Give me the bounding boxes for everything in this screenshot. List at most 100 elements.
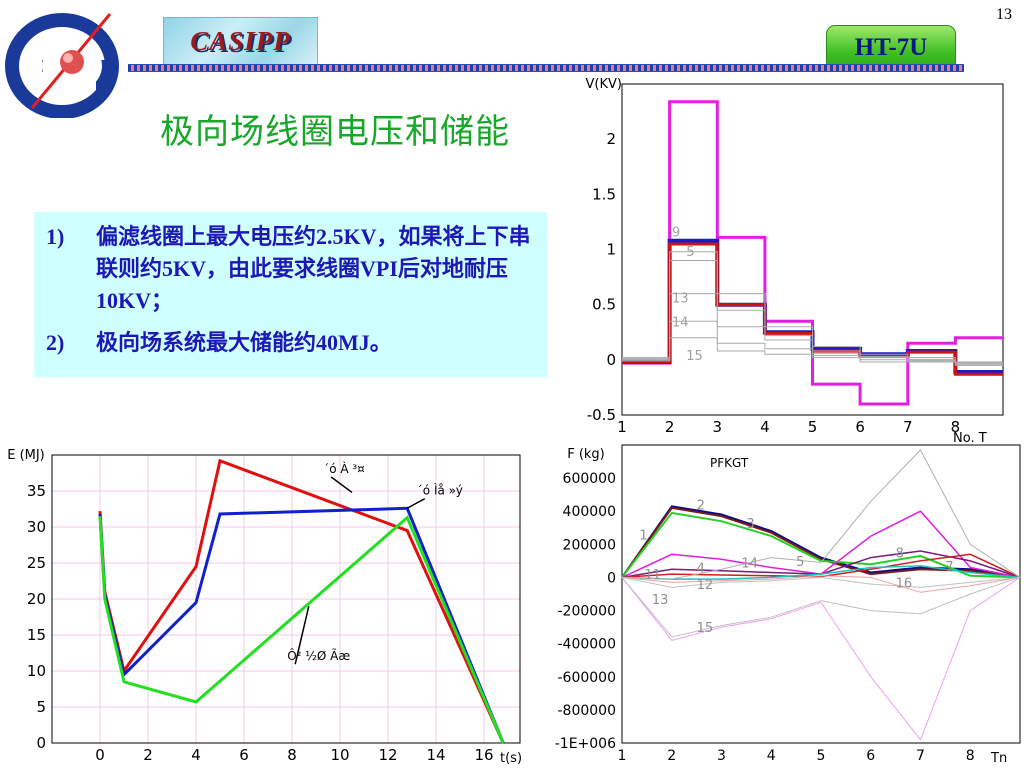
y-tick-label: -600000 [558, 670, 617, 686]
note-text: 偏滤线圈上最大电压约2.5KV，如果将上下串联则约5KV，由此要求线圈VPI后对… [96, 224, 531, 313]
y-tick-label: -200000 [558, 604, 617, 620]
y-tick-label: 2 [606, 130, 616, 148]
casipp-banner: CASIPP [163, 17, 318, 65]
x-tick-label: 8 [951, 418, 961, 436]
series-line [621, 505, 1021, 579]
notes-box: 1) 偏滤线圈上最大电压约2.5KV，如果将上下串联则约5KV，由此要求线圈VP… [34, 212, 547, 377]
annotation-label: 1 [639, 528, 647, 543]
x-tick-label: 6 [866, 748, 875, 764]
y-tick-label: 10 [27, 662, 46, 680]
x-axis-label: t(s) [500, 751, 522, 766]
annotation-leader [406, 497, 426, 509]
note-number: 1) [46, 224, 65, 249]
note-item: 2) 极向场系统最大储能约40MJ。 [46, 327, 535, 359]
series-line [622, 320, 1003, 365]
slide-title: 极向场线圈电压和储能 [160, 112, 510, 152]
series-line [98, 515, 505, 744]
casipp-label: CASIPP [190, 26, 291, 56]
header-divider [128, 64, 964, 72]
x-tick-label: 3 [717, 748, 726, 764]
x-tick-label: 5 [808, 418, 818, 436]
force-chart: 600000 400000 200000 0 -200000 -400000 -600000… [555, 444, 1021, 766]
annotation-label: 15 [686, 349, 703, 364]
annotation-label: 8 [896, 547, 904, 562]
x-tick-label: 8 [966, 748, 975, 764]
x-axis-label: No. T [953, 431, 987, 444]
annotation-label: 7 [945, 560, 953, 575]
plot-frame [621, 83, 1004, 416]
y-tick-label: -0.5 [587, 406, 616, 424]
y-axis-label: E (MJ) [7, 448, 45, 463]
x-tick-label: 5 [817, 748, 826, 764]
x-tick-label: 7 [916, 748, 925, 764]
y-tick-label: 5 [36, 698, 46, 716]
x-tick-label: 0 [95, 746, 105, 764]
y-axis-label: F (kg) [567, 447, 605, 462]
series-line [622, 293, 1003, 366]
x-tick-label: 4 [191, 746, 201, 764]
annotation-leader [294, 606, 310, 665]
y-tick-label: 30 [27, 518, 46, 536]
page-number: 13 [996, 6, 1012, 23]
series-line [621, 576, 1021, 741]
energy-chart: 0 5 10 15 20 25 30 35 0 2 4 6 8 10 12 14 16 E (MJ) t(s) ´ó … [7, 448, 522, 766]
y-tick-label: 600000 [563, 471, 616, 487]
x-tick-label: 4 [767, 748, 776, 764]
y-tick-label: 200000 [563, 537, 616, 553]
annotation-label: 5 [796, 555, 804, 570]
series-line [621, 576, 1021, 588]
y-tick-label: 0.5 [592, 296, 616, 314]
x-tick-label: 3 [712, 418, 722, 436]
x-tick-label: 10 [330, 746, 349, 764]
y-tick-label: 0 [606, 351, 616, 369]
plot-frame [621, 444, 1021, 744]
ht7u-badge: HT-7U [826, 25, 956, 71]
y-tick-label: 25 [27, 554, 46, 572]
annotation-label: 16 [896, 576, 913, 591]
annotation-label: 12 [697, 578, 714, 593]
y-tick-label: 0 [36, 734, 46, 752]
series-line [621, 506, 1021, 579]
y-tick-label: 400000 [563, 504, 616, 520]
series-line [621, 575, 1021, 593]
annotation-label: 4 [697, 561, 705, 576]
y-axis-label: V(KV) [586, 77, 622, 92]
y-tick-label: 15 [27, 626, 46, 644]
note-item: 1) 偏滤线圈上最大电压约2.5KV，如果将上下串联则约5KV，由此要求线圈VP… [46, 221, 535, 317]
y-tick-label: -1E+006 [555, 736, 616, 752]
annotation-label: 15 [697, 621, 714, 636]
annotation-label: 2 [697, 499, 705, 514]
x-axis-label: Tn [990, 751, 1007, 766]
x-tick-label: 2 [143, 746, 153, 764]
casipp-logo [5, 13, 119, 118]
series-line [621, 510, 1021, 579]
x-tick-label: 1 [617, 418, 627, 436]
y-tick-label: -800000 [558, 703, 617, 719]
x-tick-label: 7 [903, 418, 913, 436]
y-tick-label: 0 [607, 570, 616, 586]
annotation-label: ´ó Ìå »ý [417, 483, 463, 498]
annotation-leader [330, 476, 353, 494]
note-number: 2) [46, 330, 65, 355]
annotation-label: 13 [652, 593, 669, 608]
series-line [621, 449, 1021, 580]
series-line [621, 576, 1021, 638]
x-tick-label: 16 [474, 746, 493, 764]
annotation-label: 11 [644, 568, 661, 583]
annotation-label: 13 [672, 291, 689, 306]
legend-title: PFKGT [710, 456, 749, 470]
note-text: 极向场系统最大储能约40MJ。 [96, 330, 392, 355]
plot-frame [51, 454, 521, 744]
y-tick-label: -400000 [558, 637, 617, 653]
annotation-label: 5 [686, 245, 694, 260]
annotation-label: 14 [741, 557, 758, 572]
annotation-label: Ô² ½Ø Ãæ [287, 648, 350, 663]
ht7u-label: HT-7U [854, 34, 928, 61]
y-tick-label: 1.5 [592, 185, 616, 203]
x-tick-label: 2 [667, 748, 676, 764]
annotation-label: 9 [672, 225, 680, 240]
series-line [621, 565, 1021, 580]
x-tick-label: 4 [760, 418, 770, 436]
y-tick-label: 1 [606, 241, 616, 259]
